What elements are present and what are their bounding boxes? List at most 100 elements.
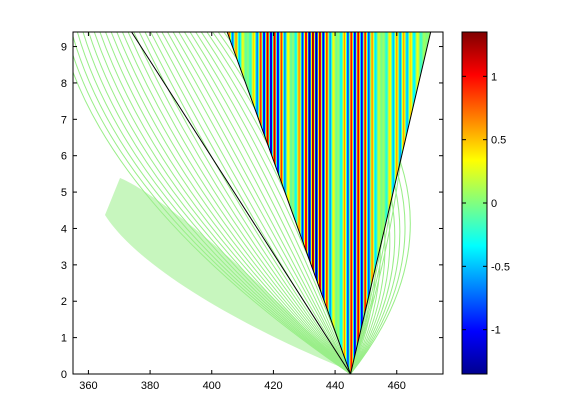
contour-dense-region <box>105 178 346 369</box>
boundary-lines <box>131 32 432 374</box>
wedge-stripe <box>307 32 309 374</box>
wedge-stripe <box>332 32 334 374</box>
contour-curve <box>138 32 351 374</box>
wedge-stripe <box>305 32 307 374</box>
y-tick-label: 9 <box>61 42 67 54</box>
colorbar-tick-label: -0.5 <box>491 261 510 273</box>
wedge-stripe <box>359 32 361 374</box>
wedge-stripe <box>317 32 319 374</box>
wedge-stripe <box>325 32 327 374</box>
wedge-stripe <box>306 32 308 374</box>
wedge-stripe <box>386 32 388 374</box>
boundary-line <box>226 32 351 374</box>
wedge-stripe <box>385 32 387 374</box>
wedge-stripe <box>330 32 332 374</box>
wedge-stripe <box>345 32 347 374</box>
wedge-stripe <box>334 32 336 374</box>
wedge-stripe <box>315 32 317 374</box>
wedge-stripe <box>333 32 335 374</box>
colorbar-tick-label: 1 <box>491 71 497 83</box>
colorbar: -1 -0.5 0 0.5 1 <box>461 31 510 375</box>
wedge-stripe <box>300 32 302 374</box>
x-tick-label: 400 <box>203 380 221 392</box>
colorbar-gradient <box>462 32 487 374</box>
wedge-stripe <box>371 32 373 374</box>
wedge-stripe <box>369 32 371 374</box>
wedge-stripe <box>319 32 321 374</box>
wedge-stripe <box>328 32 330 374</box>
contour-curve <box>172 32 351 374</box>
wedge-stripe <box>361 32 363 374</box>
wedge-stripe <box>313 32 315 374</box>
wedge-stripe <box>291 32 293 374</box>
wedge-stripe <box>302 32 304 374</box>
contour-curve <box>127 32 351 374</box>
contour-curve <box>144 32 351 374</box>
contour-curve <box>166 32 351 374</box>
y-tick-label: 7 <box>61 114 67 126</box>
wedge-stripe <box>378 32 380 374</box>
wedge-stripe <box>309 32 311 374</box>
colorbar-tick-label: 0.5 <box>491 135 506 147</box>
contour-curve <box>133 32 351 374</box>
wedge-stripe <box>354 32 356 374</box>
wedge-stripe <box>340 32 342 374</box>
wedge-stripe <box>295 32 297 374</box>
wedge-stripe <box>308 32 310 374</box>
wedge-stripe <box>376 32 378 374</box>
x-tick-label: 440 <box>326 380 344 392</box>
wedge-stripe <box>342 32 344 374</box>
wedge-stripe <box>350 32 352 374</box>
wedge-stripe <box>379 32 381 374</box>
wedge-stripe <box>346 32 348 374</box>
wedge-stripe <box>310 32 312 374</box>
y-tick-label: 0 <box>61 369 67 381</box>
contour-curve <box>178 32 351 374</box>
contour-curve <box>183 32 351 374</box>
colorbar-tick-label: -1 <box>491 325 501 337</box>
wedge-stripe <box>339 32 341 374</box>
y-tick-label: 3 <box>61 260 67 272</box>
wedge-stripe <box>370 32 372 374</box>
wedge-stripe <box>323 32 325 374</box>
wedge-stripe <box>304 32 306 374</box>
y-tick-label: 6 <box>61 151 67 163</box>
wedge-stripe <box>344 32 346 374</box>
main-plot: 360 380 400 420 440 460 0 1 2 3 4 5 6 7 8 9 <box>61 31 444 392</box>
y-tick-label: 8 <box>61 78 67 90</box>
wedge-stripe <box>301 32 303 374</box>
wedge-stripe <box>331 32 333 374</box>
wedge-stripe <box>366 32 368 374</box>
contour-curve <box>121 32 351 374</box>
wedge-stripe <box>349 32 351 374</box>
wedge-stripe <box>360 32 362 374</box>
contour-curve <box>116 32 351 374</box>
wedge-stripe <box>312 32 314 374</box>
wedge-stripe <box>383 32 385 374</box>
wedge-stripe <box>318 32 320 374</box>
wedge-stripe <box>303 32 305 374</box>
wedge-stripe <box>375 32 377 374</box>
contour-curve <box>161 32 351 374</box>
wedge-stripe <box>341 32 343 374</box>
x-tick-label: 420 <box>264 380 282 392</box>
colorbar-ticks: -1 -0.5 0 0.5 1 <box>462 71 510 337</box>
wedge-stripe <box>311 32 313 374</box>
wedge-stripe <box>338 32 340 374</box>
wedge-stripe <box>347 32 349 374</box>
plot-frame <box>72 31 444 375</box>
wedge-stripe <box>363 32 365 374</box>
wedge-stripe <box>380 32 382 374</box>
x-tick-label: 360 <box>79 380 97 392</box>
wedge-stripe <box>343 32 345 374</box>
wedge-stripe <box>365 32 367 374</box>
wedge-stripe <box>382 32 384 374</box>
wedge-stripe <box>321 32 323 374</box>
y-tick-label: 4 <box>61 223 67 235</box>
colorbar-tick-label: 0 <box>491 198 497 210</box>
wedge-stripe <box>357 32 359 374</box>
wedge-stripe <box>362 32 364 374</box>
wedge-stripe <box>296 32 298 374</box>
x-tick-label: 460 <box>388 380 406 392</box>
